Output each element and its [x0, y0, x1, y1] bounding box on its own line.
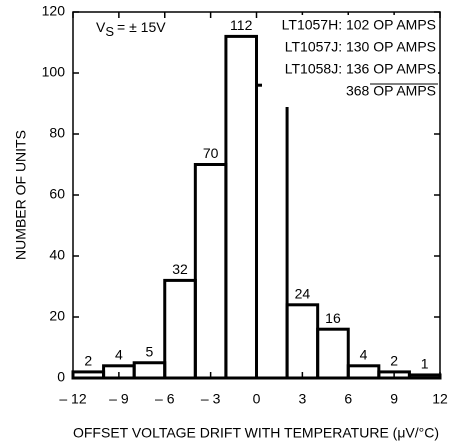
bar [285, 303, 320, 380]
x-tick-label: 12 [432, 391, 448, 407]
data-label: 2 [390, 353, 398, 369]
y-tick-label: 60 [49, 186, 65, 202]
legend-box [262, 15, 438, 107]
bar [163, 278, 197, 380]
data-label: 24 [295, 286, 311, 302]
data-label: 32 [172, 261, 188, 277]
bar [316, 327, 350, 380]
bar [132, 361, 167, 380]
bar [255, 83, 289, 380]
y-axis-label: NUMBER OF UNITS [13, 130, 29, 260]
data-label: 1 [421, 356, 429, 372]
legend-line: LT1058J: 136 OP AMPS [285, 61, 436, 77]
data-label: 2 [84, 353, 92, 369]
bar [407, 373, 442, 380]
legend-line: 368 OP AMPS [346, 83, 436, 99]
y-tick-label: 0 [57, 369, 65, 385]
annotation-text: = ± 15V [117, 19, 166, 35]
y-tick-label: 80 [49, 125, 65, 141]
y-tick-label: 20 [49, 308, 65, 324]
x-tick-label: 0 [253, 391, 261, 407]
data-label: 16 [325, 310, 341, 326]
bar [224, 34, 259, 380]
bar [193, 163, 228, 380]
data-label: 70 [203, 145, 219, 161]
x-axis-label: OFFSET VOLTAGE DRIFT WITH TEMPERATURE (μ… [73, 425, 439, 441]
data-label: 112 [230, 17, 253, 33]
annotation-symbol: V [96, 19, 106, 35]
x-tick-label: 9 [390, 391, 398, 407]
bar [346, 364, 381, 380]
x-tick-label: 6 [344, 391, 352, 407]
y-tick-label: 120 [42, 3, 66, 19]
x-tick-label: – 9 [109, 391, 129, 407]
data-label: 5 [146, 343, 154, 359]
annotation-subscript: S [105, 24, 114, 39]
annotation: VS = ± 15V [96, 19, 166, 40]
x-tick-label: – 3 [201, 391, 221, 407]
legend-line: LT1057H: 102 OP AMPS [282, 17, 436, 33]
x-tick-label: 3 [298, 391, 306, 407]
x-tick-label: – 6 [155, 391, 175, 407]
y-tick-label: 40 [49, 247, 65, 263]
legend-line: LT1057J: 130 OP AMPS [285, 39, 436, 55]
data-label: 4 [360, 347, 368, 363]
data-label: 4 [115, 347, 123, 363]
y-tick-label: 100 [42, 64, 66, 80]
x-tick-label: – 12 [59, 391, 86, 407]
bar [71, 370, 106, 380]
